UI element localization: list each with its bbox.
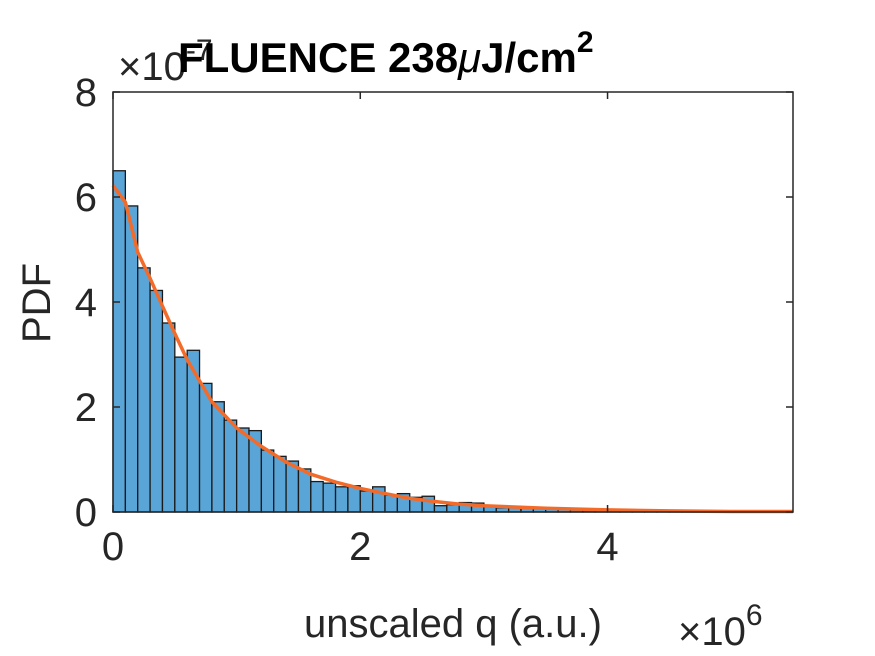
x-axis-label: unscaled q (a.u.) — [304, 602, 602, 646]
y-tick-label: 2 — [75, 386, 97, 430]
histogram-bar — [137, 267, 151, 513]
histogram-bar — [297, 468, 312, 513]
y-tick-label: 0 — [75, 491, 97, 535]
x-tick-label: 0 — [102, 525, 124, 569]
axis-ticks: 0 2 4 0 2 4 6 8 — [75, 71, 793, 569]
y-multiplier: ×10-7 — [118, 34, 213, 89]
histogram-bar — [384, 494, 399, 513]
y-axis-label: PDF — [15, 263, 59, 343]
histogram-bar — [310, 480, 324, 513]
histogram-bar — [359, 490, 374, 513]
histogram-bar — [446, 503, 460, 513]
histogram-bar — [211, 401, 225, 513]
histogram-bar — [334, 486, 349, 513]
y-tick-label: 6 — [75, 176, 97, 220]
x-multiplier: ×106 — [678, 599, 763, 654]
fit-curve — [111, 184, 793, 514]
y-tick-label: 4 — [75, 281, 97, 325]
histogram-bar — [149, 289, 164, 513]
x-tick-label: 2 — [349, 525, 371, 569]
histogram-bar — [322, 482, 337, 513]
histogram-bar — [223, 419, 238, 513]
histogram-bar — [198, 382, 213, 513]
histogram-bar — [112, 170, 127, 513]
histogram-bar — [433, 505, 448, 513]
x-tick-label: 4 — [596, 525, 618, 569]
y-tick-label: 8 — [75, 71, 97, 115]
histogram-bar — [174, 356, 188, 513]
histogram-bar — [235, 427, 250, 513]
histogram-bars — [112, 170, 757, 513]
histogram-bar — [161, 322, 176, 513]
chart-title: FLUENCE 238μJ/cm2 — [178, 26, 594, 81]
histogram-bar — [260, 449, 275, 513]
histogram-bar — [273, 455, 287, 513]
